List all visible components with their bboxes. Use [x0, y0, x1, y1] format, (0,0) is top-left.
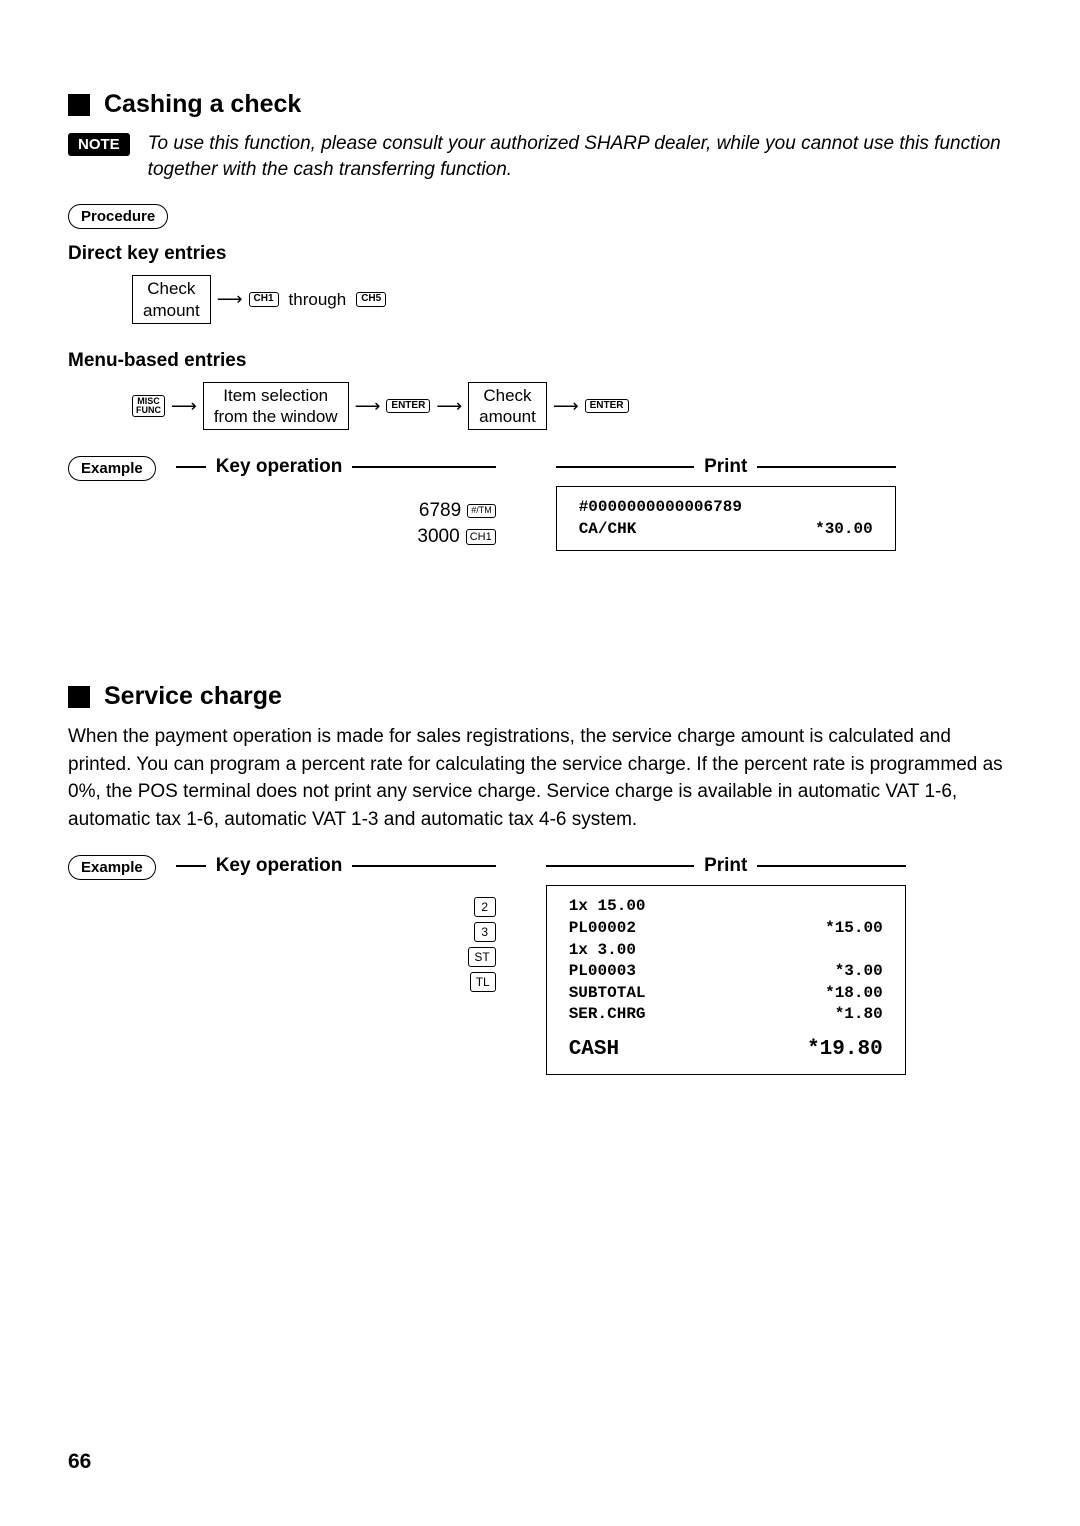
- print-heading-2: Print: [694, 855, 757, 877]
- receipt-box-1: #0000000000006789 CA/CHK *30.00: [556, 486, 896, 551]
- through-text: through: [289, 290, 347, 310]
- rule: [352, 466, 495, 468]
- arrow-icon: ⟶: [217, 289, 243, 310]
- rule: [176, 466, 206, 468]
- key-st: ST: [468, 947, 495, 967]
- menu-entries-heading: Menu-based entries: [68, 350, 1012, 372]
- arrow-icon: ⟶: [171, 396, 197, 417]
- section-title-cashing: Cashing a check: [68, 90, 1012, 119]
- ch5-key: CH5: [356, 292, 386, 307]
- note-text: To use this function, please consult you…: [148, 131, 1012, 182]
- r2-l0: 1x 15.00: [569, 896, 646, 918]
- rule: [176, 865, 206, 867]
- menu-flow: MISC FUNC ⟶ Item selection from the wind…: [132, 382, 1012, 431]
- direct-flow: Check amount ⟶ CH1 through CH5: [132, 275, 1012, 324]
- key-operation-body-1: 6789 #/TM 3000 CH1: [176, 480, 496, 548]
- direct-entries-heading: Direct key entries: [68, 243, 1012, 265]
- r2-r3: *3.00: [835, 961, 883, 983]
- r2-cash-r: *19.80: [807, 1036, 883, 1064]
- note-badge: NOTE: [68, 133, 130, 156]
- key-operation-heading-2: Key operation: [206, 855, 353, 877]
- key-3: 3: [474, 922, 496, 942]
- ch1-key: CH1: [249, 292, 279, 307]
- example-pill-1: Example: [68, 456, 156, 481]
- bullet-square: [68, 686, 90, 708]
- procedure-pill: Procedure: [68, 204, 168, 229]
- key-operation-heading: Key operation: [206, 456, 353, 478]
- note-row: NOTE To use this function, please consul…: [68, 131, 1012, 182]
- key-2: 2: [474, 897, 496, 917]
- r2-l4: SUBTOTAL: [569, 983, 646, 1005]
- r2-l3: PL00003: [569, 961, 636, 983]
- r2-r5: *1.80: [835, 1004, 883, 1026]
- keyop-num-1: 6789: [419, 500, 461, 522]
- receipt-line-1: #0000000000006789: [579, 497, 742, 519]
- arrow-icon: ⟶: [553, 396, 579, 417]
- misc-func-key: MISC FUNC: [132, 395, 165, 418]
- receipt-box-2: 1x 15.00 PL00002 *15.00 1x 3.00 PL00003 *3…: [546, 885, 906, 1075]
- key-stack: 2 3 ST TL: [176, 879, 496, 992]
- enter-key-2: ENTER: [585, 399, 629, 414]
- r2-r1: *15.00: [825, 918, 883, 940]
- bullet-square: [68, 94, 90, 116]
- receipt-cachk: CA/CHK: [579, 519, 637, 541]
- heading-service: Service charge: [104, 682, 282, 711]
- print-heading: Print: [694, 456, 757, 478]
- rule: [546, 865, 694, 867]
- enter-key: ENTER: [386, 399, 430, 414]
- heading-cashing: Cashing a check: [104, 90, 301, 119]
- page-number: 66: [68, 1450, 91, 1474]
- rule: [757, 865, 905, 867]
- check-amount-box: Check amount: [132, 275, 211, 324]
- ch1-key-op: CH1: [466, 529, 496, 545]
- section-title-service: Service charge: [68, 682, 1012, 711]
- key-tl: TL: [470, 972, 496, 992]
- item-selection-box: Item selection from the window: [203, 382, 349, 431]
- r2-r4: *18.00: [825, 983, 883, 1005]
- arrow-icon: ⟶: [436, 396, 462, 417]
- rule: [352, 865, 495, 867]
- r2-l1: PL00002: [569, 918, 636, 940]
- rule: [757, 466, 895, 468]
- arrow-icon: ⟶: [355, 396, 381, 417]
- example-pill-2: Example: [68, 855, 156, 880]
- r2-l5: SER.CHRG: [569, 1004, 646, 1026]
- r2-l2: 1x 3.00: [569, 940, 636, 962]
- hash-tm-key: #/TM: [467, 504, 496, 518]
- keyop-num-2: 3000: [417, 526, 459, 548]
- rule: [556, 466, 694, 468]
- service-charge-body: When the payment operation is made for s…: [68, 723, 1012, 833]
- receipt-amount: *30.00: [815, 519, 873, 541]
- r2-cash-l: CASH: [569, 1036, 619, 1064]
- check-amount-box-2: Check amount: [468, 382, 547, 431]
